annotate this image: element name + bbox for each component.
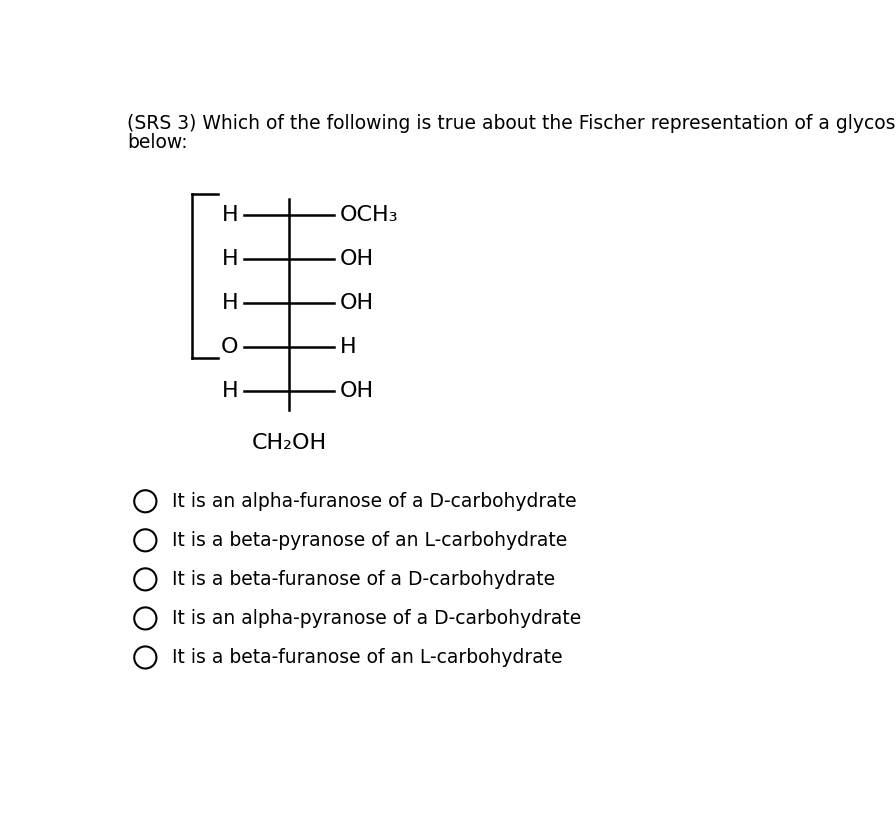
Text: O: O — [221, 337, 238, 357]
Text: CH₂OH: CH₂OH — [252, 434, 327, 453]
Text: OH: OH — [340, 249, 374, 269]
Text: H: H — [221, 293, 238, 312]
Text: It is a beta-furanose of a D-carbohydrate: It is a beta-furanose of a D-carbohydrat… — [172, 570, 555, 589]
Text: It is a beta-pyranose of an L-carbohydrate: It is a beta-pyranose of an L-carbohydra… — [172, 531, 567, 550]
Text: H: H — [221, 204, 238, 225]
Text: H: H — [221, 249, 238, 269]
Text: (SRS 3) Which of the following is true about the Fischer representation of a gly: (SRS 3) Which of the following is true a… — [127, 114, 896, 133]
Text: OH: OH — [340, 293, 374, 312]
Text: H: H — [221, 381, 238, 401]
Text: It is an alpha-furanose of a D-carbohydrate: It is an alpha-furanose of a D-carbohydr… — [172, 492, 576, 510]
Text: OCH₃: OCH₃ — [340, 204, 399, 225]
Text: OH: OH — [340, 381, 374, 401]
Text: below:: below: — [127, 133, 188, 152]
Text: It is an alpha-pyranose of a D-carbohydrate: It is an alpha-pyranose of a D-carbohydr… — [172, 609, 581, 628]
Text: It is a beta-furanose of an L-carbohydrate: It is a beta-furanose of an L-carbohydra… — [172, 648, 563, 667]
Text: H: H — [340, 337, 357, 357]
